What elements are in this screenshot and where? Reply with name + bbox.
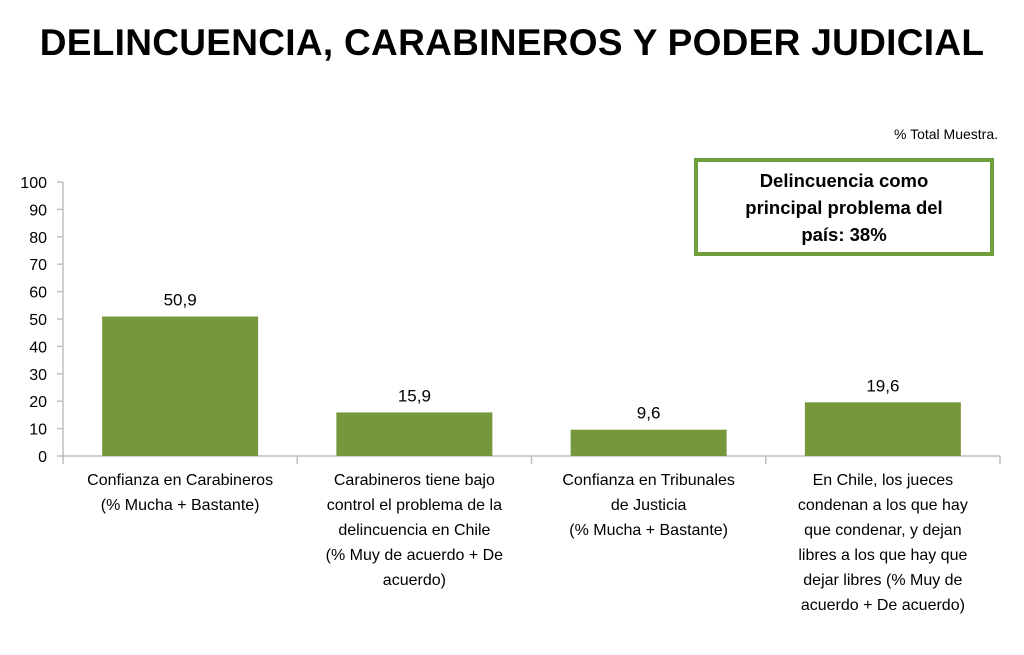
sample-note: % Total Muestra.	[893, 126, 998, 142]
y-tick-label: 70	[29, 257, 47, 274]
data-label: 19,6	[866, 376, 899, 395]
bar	[570, 429, 727, 456]
bar	[102, 316, 259, 456]
bar	[804, 402, 961, 456]
callout-box: Delincuencia como principal problema del…	[694, 158, 994, 256]
bar	[336, 412, 493, 456]
y-tick-label: 10	[29, 422, 47, 439]
y-tick-label: 90	[29, 202, 47, 219]
y-tick-label: 60	[29, 285, 47, 302]
data-label: 9,6	[637, 404, 661, 423]
y-tick-label: 50	[29, 312, 47, 329]
x-category-label: En Chile, los jueces condenan a los que …	[797, 472, 968, 614]
y-tick-label: 30	[29, 367, 47, 384]
data-label: 15,9	[398, 386, 431, 405]
callout-text: Delincuencia como principal problema del…	[745, 169, 943, 245]
x-category-label: Confianza en Carabineros (% Mucha + Bast…	[87, 472, 274, 514]
page-title: DELINCUENCIA, CARABINEROS Y PODER JUDICI…	[39, 22, 985, 63]
x-category-label: Confianza en Tribunales de Justicia (% M…	[562, 472, 735, 539]
y-tick-label: 0	[38, 449, 47, 466]
y-tick-label: 40	[29, 339, 47, 356]
data-label: 50,9	[164, 291, 197, 310]
y-tick-label: 100	[20, 175, 47, 192]
x-category-label: Carabineros tiene bajo control el proble…	[325, 472, 504, 589]
y-tick-label: 20	[29, 394, 47, 411]
y-tick-label: 80	[29, 230, 47, 247]
